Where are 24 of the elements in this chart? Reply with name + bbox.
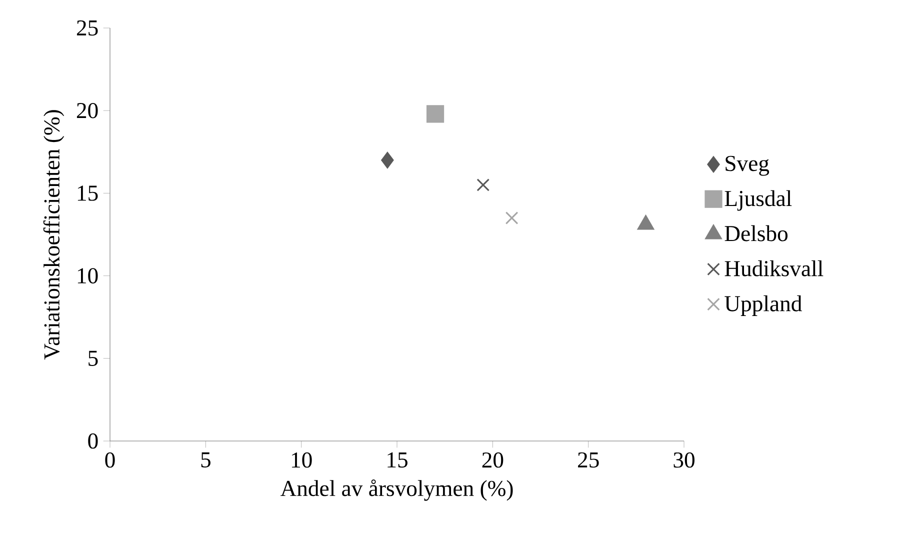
x-tick-label: 0 xyxy=(105,452,115,468)
y-tick-label: 0 xyxy=(88,433,98,449)
x-axis-title: Andel av årsvolymen (%) xyxy=(280,479,513,501)
y-tick-label: 10 xyxy=(78,268,98,284)
x-tick-label: 15 xyxy=(388,452,408,468)
point xyxy=(505,212,518,224)
x-tick-label: 30 xyxy=(674,452,694,468)
point xyxy=(426,105,444,123)
x-tick-label: 20 xyxy=(482,452,504,468)
x-tick-label: 25 xyxy=(578,452,599,468)
legend-label: Hudiksvall xyxy=(724,260,824,276)
y-tick-label: 20 xyxy=(76,102,98,118)
y-axis-title: Variationskoefficienten (%) xyxy=(43,110,64,360)
y-tick-label: 25 xyxy=(76,20,98,36)
point xyxy=(381,152,394,168)
y-tick-label: 5 xyxy=(88,350,98,366)
x-tick-label: 5 xyxy=(201,452,210,468)
x-tick-label: 10 xyxy=(292,452,312,468)
legend-label: Ljusdal xyxy=(724,190,792,211)
legend-label: Uppland xyxy=(724,295,802,316)
legend-label: Delsbo xyxy=(724,225,788,242)
legend-label: Sveg xyxy=(726,156,770,176)
point xyxy=(476,178,490,192)
y-tick-label: 15 xyxy=(78,186,98,201)
